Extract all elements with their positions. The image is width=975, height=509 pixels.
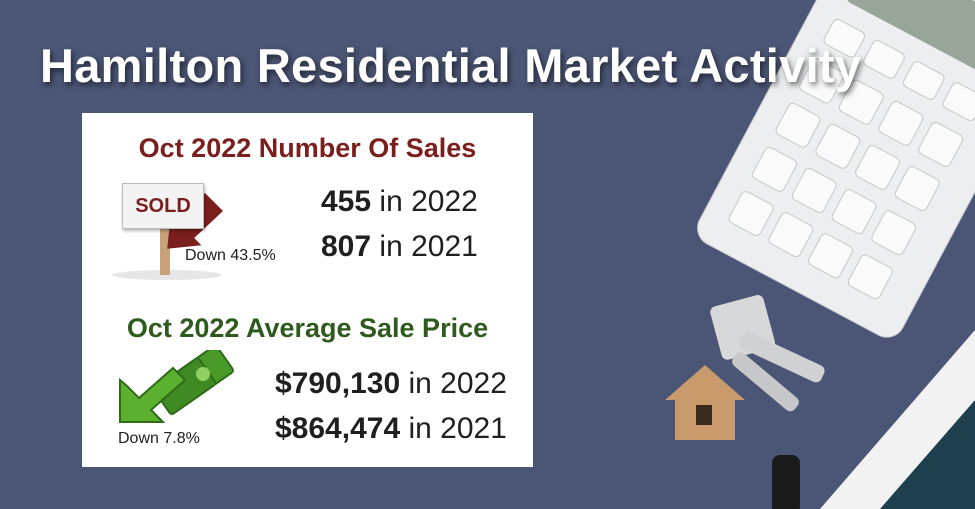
price-change: Down 7.8% [118,430,200,447]
value: $790,130 [275,367,401,400]
value: 807 [321,230,372,263]
sales-row: 807 in 2021 [321,230,478,264]
money-arrow-art [119,350,234,423]
price-row: $864,474 in 2021 [275,412,507,446]
calculator [697,0,975,338]
label: in 2021 [408,412,507,445]
title: Hamilton Residential Market Activity [40,39,862,92]
value: 455 [321,185,372,218]
sold-sign: SOLD [122,183,204,229]
folder [880,400,975,509]
label: in 2021 [379,230,478,263]
price-row: $790,130 in 2022 [275,367,507,401]
sales-row: 455 in 2022 [321,185,478,219]
price-heading: Oct 2022 Average Sale Price [126,313,489,343]
card: Oct 2022 Number Of Sales SOLD Down 43.5%… [82,113,533,467]
value: $864,474 [275,412,401,445]
label: in 2022 [379,185,478,218]
sales-heading: Oct 2022 Number Of Sales [138,133,477,163]
label: in 2022 [408,367,507,400]
keys [665,295,825,440]
sales-change: Down 43.5% [185,247,276,264]
pen [772,455,800,509]
